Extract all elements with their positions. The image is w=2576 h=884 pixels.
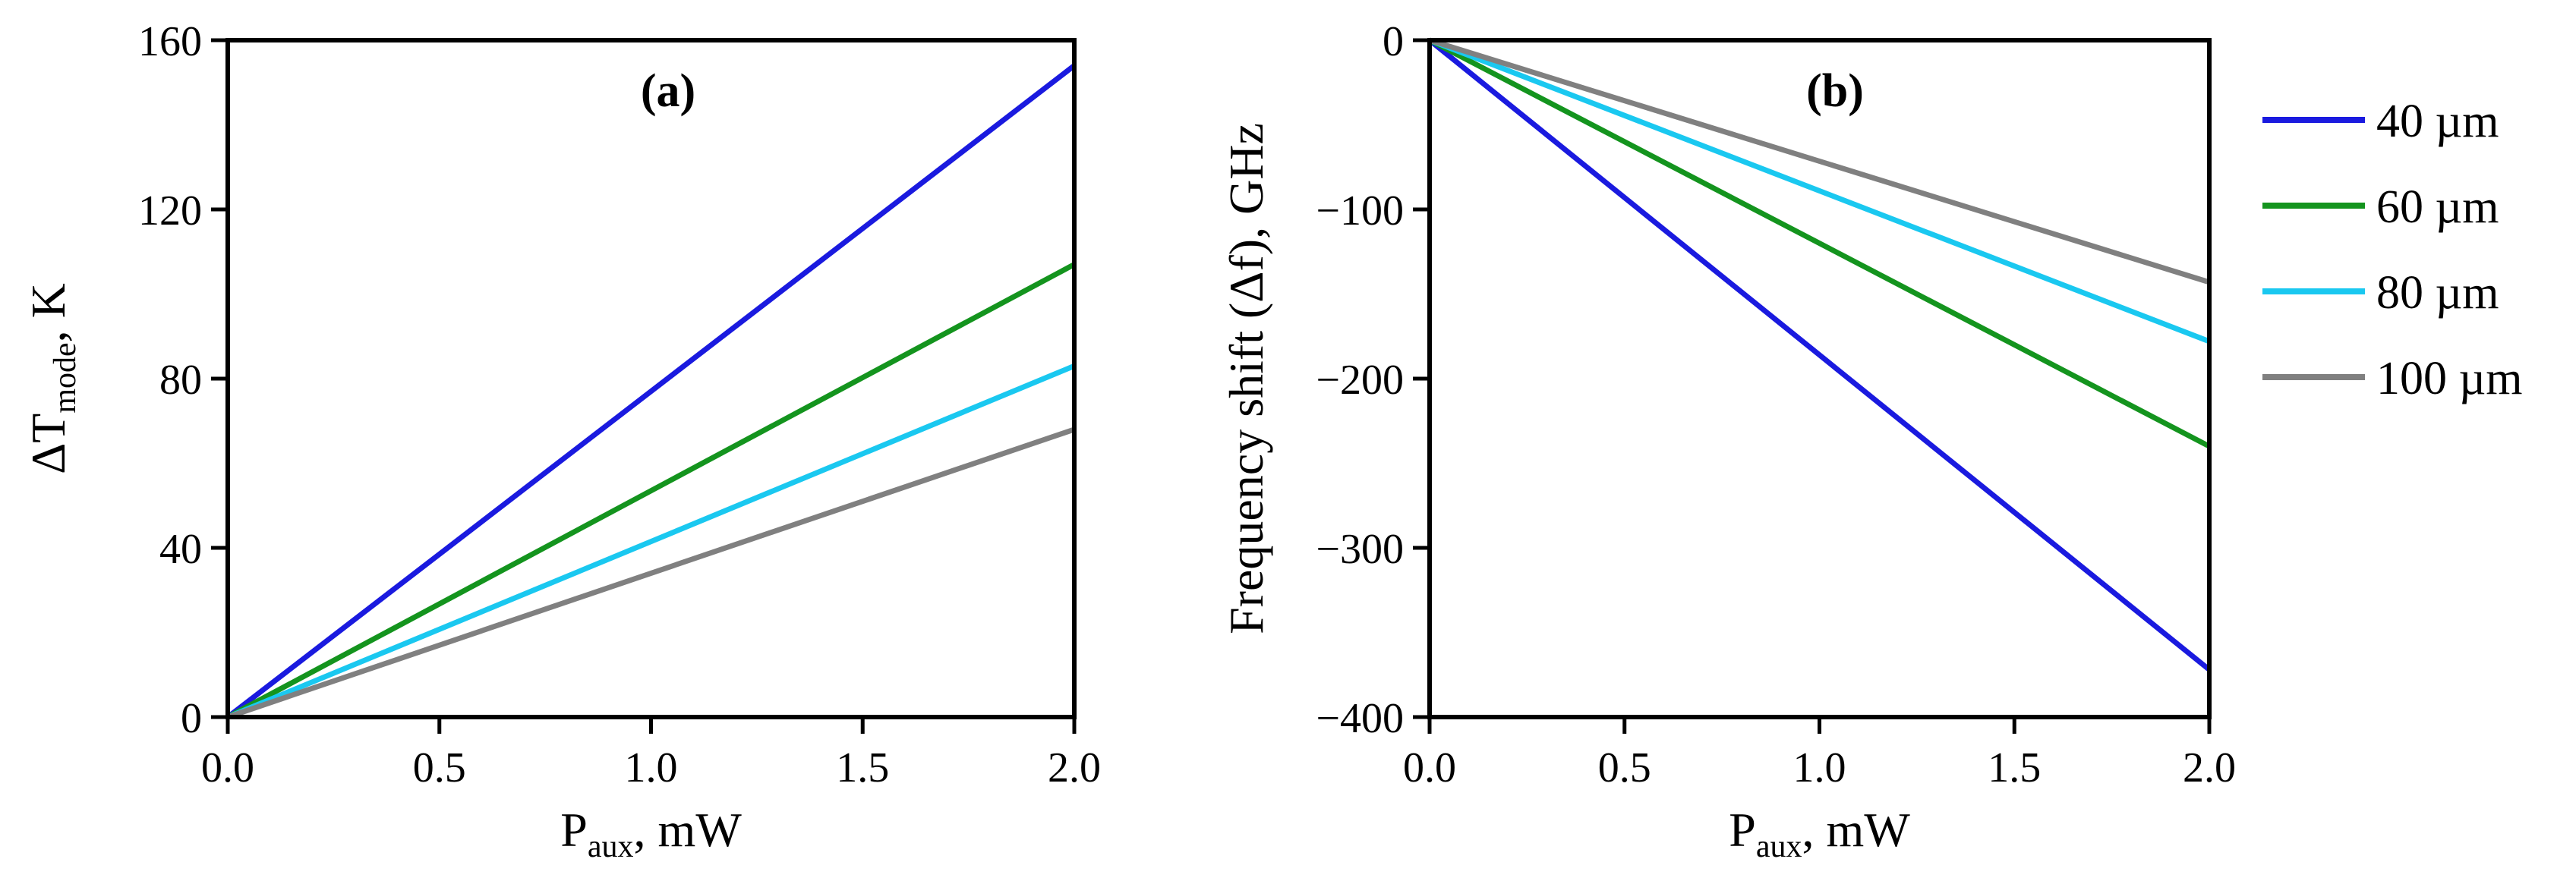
- y-tick-label: −300: [1316, 526, 1404, 573]
- x-axis-label: Paux, mW: [560, 803, 742, 864]
- legend-label-60um: 60 µm: [2376, 181, 2499, 233]
- x-tick-label: 2.0: [1048, 744, 1101, 791]
- y-tick-label: 0: [1383, 18, 1404, 65]
- y-tick-label: 160: [138, 18, 202, 65]
- x-tick-label: 1.5: [1988, 744, 2041, 791]
- panel-b-chart: 0.0 0.5 1.0 1.5 2.0 0 −100 −200 −300 −400 (b) Paux,…: [1219, 18, 2236, 864]
- legend-label-40um: 40 µm: [2376, 96, 2499, 147]
- y-tick-label: −100: [1316, 187, 1404, 234]
- series-line-80um: [1428, 37, 2211, 344]
- x-tick-label: 1.0: [1793, 744, 1846, 791]
- x-axis-label: Paux, mW: [1729, 803, 1910, 864]
- x-tick-label: 1.5: [836, 744, 889, 791]
- y-axis-label: Frequency shift (Δf), GHz: [1219, 123, 1273, 634]
- panel-label: (a): [641, 65, 695, 117]
- y-tick-label: 120: [138, 187, 202, 234]
- series-line-80um: [226, 363, 1076, 720]
- series-line-60um: [226, 262, 1076, 720]
- y-tick-label: 0: [181, 695, 202, 742]
- panel-a-chart: 0.0 0.5 1.0 1.5 2.0 0 40 80 120 160 (a) Paux, mW ΔTm…: [21, 18, 1101, 864]
- y-axis-label: ΔTmode, K: [21, 283, 83, 474]
- x-tick-label: 0.0: [1403, 744, 1456, 791]
- series-line-40um: [1427, 38, 2212, 672]
- series-line-100um: [1428, 37, 2211, 285]
- x-tick-label: 0.0: [201, 744, 254, 791]
- axes-frame: [225, 38, 1077, 719]
- x-tick-label: 2.0: [2183, 744, 2236, 791]
- legend-label-100um: 100 µm: [2376, 353, 2522, 404]
- legend: 40 µm 60 µm 80 µm 100 µm: [2262, 96, 2522, 404]
- y-tick-label: −400: [1316, 695, 1404, 742]
- y-tick-label: −200: [1316, 357, 1404, 404]
- x-tick-label: 0.5: [413, 744, 466, 791]
- panel-label: (b): [1806, 65, 1864, 117]
- series-line-100um: [226, 426, 1076, 720]
- legend-label-80um: 80 µm: [2376, 267, 2499, 319]
- y-tick-label: 40: [159, 526, 202, 573]
- y-tick-label: 80: [159, 357, 202, 404]
- series-line-40um: [225, 63, 1077, 719]
- series-line-60um: [1428, 37, 2211, 449]
- x-tick-label: 1.0: [625, 744, 678, 791]
- axes-frame: [1427, 38, 2212, 719]
- x-tick-label: 0.5: [1598, 744, 1651, 791]
